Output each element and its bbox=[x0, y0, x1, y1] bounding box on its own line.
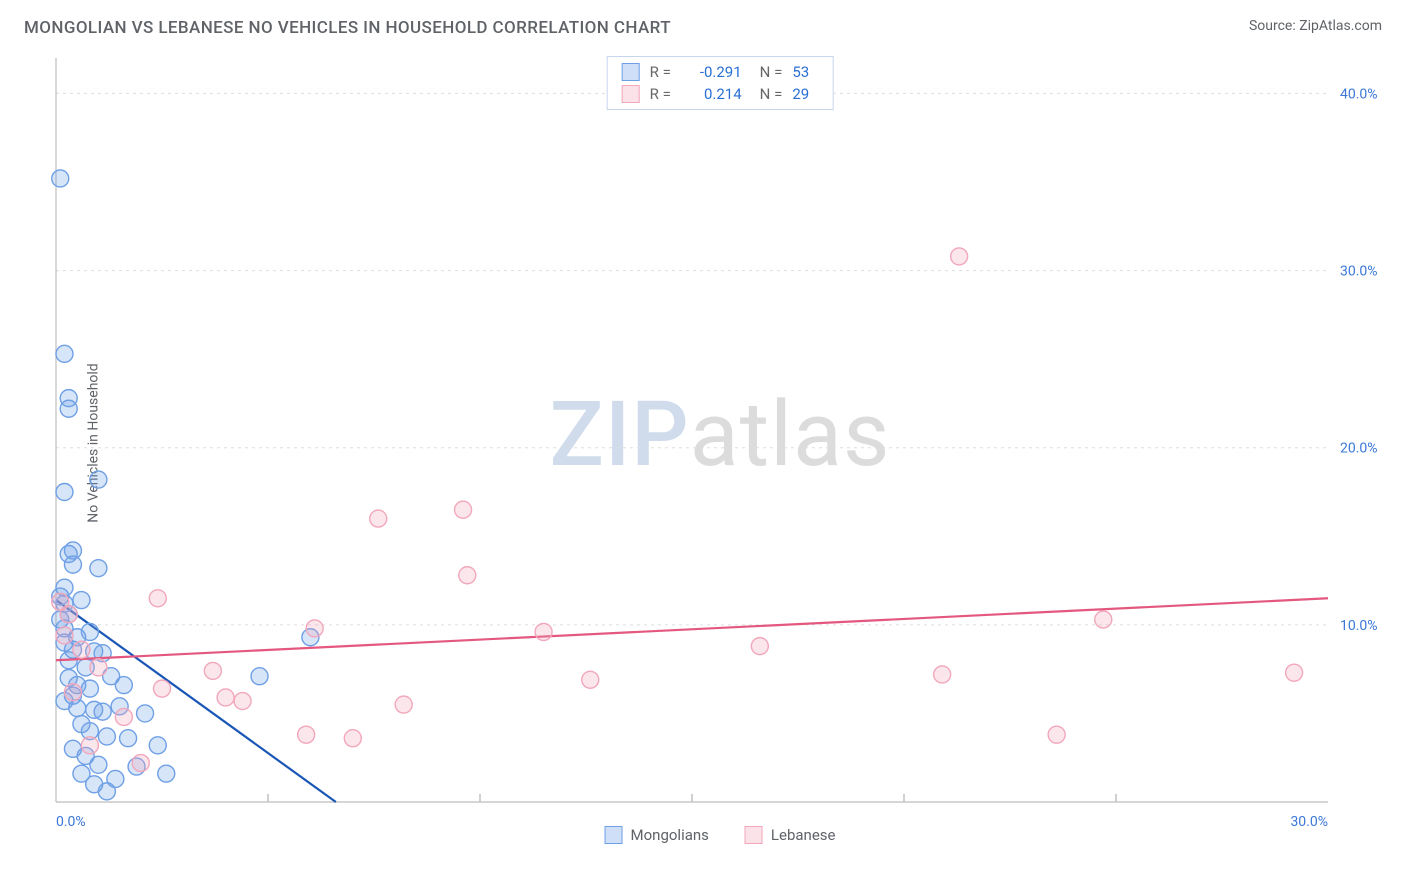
legend-swatch bbox=[745, 826, 763, 844]
r-value: -0.291 bbox=[684, 63, 742, 81]
series-legend: Mongolians Lebanese bbox=[605, 826, 836, 844]
svg-text:30.0%: 30.0% bbox=[1290, 814, 1328, 830]
chart-title: MONGOLIAN VS LEBANESE NO VEHICLES IN HOU… bbox=[24, 18, 671, 38]
n-value: 53 bbox=[792, 63, 818, 81]
legend-swatch bbox=[605, 826, 623, 844]
svg-text:30.0%: 30.0% bbox=[1340, 264, 1378, 280]
legend-series-label: Mongolians bbox=[631, 826, 709, 844]
source-attribution: Source: ZipAtlas.com bbox=[1249, 18, 1382, 34]
n-label: N = bbox=[760, 85, 783, 103]
legend-series-item: Lebanese bbox=[745, 826, 836, 844]
n-label: N = bbox=[760, 63, 783, 81]
svg-text:20.0%: 20.0% bbox=[1340, 441, 1378, 457]
legend-series-label: Lebanese bbox=[771, 826, 836, 844]
scatter-plot-svg: 10.0% 20.0% 30.0% 40.0% 0.0% 30.0% bbox=[48, 46, 1392, 840]
correlation-legend: R = -0.291 N = 53 R = 0.214 N = 29 bbox=[607, 56, 834, 110]
legend-correlation-row: R = 0.214 N = 29 bbox=[618, 83, 823, 105]
plot-area: No Vehicles in Household ZIPatlas 10.0%2… bbox=[48, 46, 1392, 840]
r-label: R = bbox=[650, 85, 674, 103]
svg-text:10.0%: 10.0% bbox=[1340, 618, 1378, 634]
legend-correlation-row: R = -0.291 N = 53 bbox=[618, 61, 823, 83]
svg-text:0.0%: 0.0% bbox=[56, 814, 86, 830]
n-value: 29 bbox=[792, 85, 818, 103]
legend-swatch bbox=[622, 63, 640, 81]
r-value: 0.214 bbox=[684, 85, 742, 103]
legend-series-item: Mongolians bbox=[605, 826, 709, 844]
svg-text:40.0%: 40.0% bbox=[1340, 86, 1378, 102]
legend-swatch bbox=[622, 85, 640, 103]
r-label: R = bbox=[650, 63, 674, 81]
